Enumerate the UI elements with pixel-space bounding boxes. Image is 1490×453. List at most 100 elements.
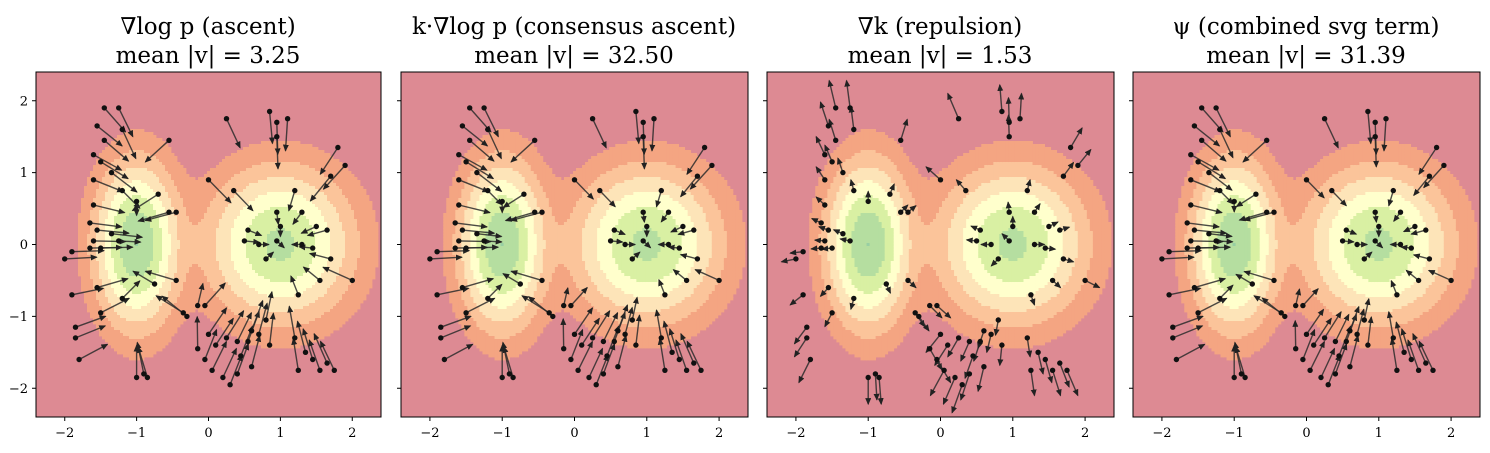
contour-cell [252, 273, 256, 277]
contour-cell [168, 333, 172, 337]
contour-cell [162, 333, 166, 337]
contour-cell [162, 261, 166, 265]
contour-cell [246, 288, 250, 292]
contour-cell [252, 342, 256, 346]
contour-cell [312, 339, 316, 343]
contour-cell [306, 174, 310, 178]
contour-cell [198, 273, 202, 277]
contour-cell [171, 183, 175, 187]
contour-cell [285, 183, 289, 187]
contour-cell [306, 150, 310, 154]
contour-cell [108, 210, 112, 214]
contour-cell [165, 330, 169, 334]
contour-cell [255, 201, 259, 205]
contour-cell [84, 216, 88, 220]
contour-cell [93, 270, 97, 274]
contour-cell [237, 243, 241, 247]
contour-cell [252, 312, 256, 316]
contour-cell [138, 141, 142, 145]
contour-cell [153, 267, 157, 271]
contour-cell [246, 327, 250, 331]
contour-cell [204, 225, 208, 229]
contour-cell [153, 204, 157, 208]
contour-cell [258, 252, 262, 256]
contour-cell [306, 222, 310, 226]
contour-cell [180, 186, 184, 190]
contour-cell [252, 180, 256, 184]
contour-cell [228, 261, 232, 265]
contour-cell [300, 228, 304, 232]
contour-cell [153, 180, 157, 184]
contour-cell [168, 228, 172, 232]
contour-cell [180, 270, 184, 274]
contour-cell [186, 300, 190, 304]
contour-cell [150, 327, 154, 331]
contour-cell [216, 225, 220, 229]
contour-cell [234, 186, 238, 190]
contour-cell [150, 192, 154, 196]
contour-cell [294, 252, 298, 256]
contour-cell [150, 207, 154, 211]
contour-cell [135, 249, 139, 253]
contour-cell [318, 165, 322, 169]
contour-cell [228, 207, 232, 211]
contour-cell [132, 165, 136, 169]
contour-cell [186, 255, 190, 259]
contour-cell [93, 171, 97, 175]
contour-cell [252, 270, 256, 274]
contour-cell [210, 216, 214, 220]
contour-cell [312, 312, 316, 316]
contour-cell [291, 234, 295, 238]
contour-cell [291, 225, 295, 229]
contour-cell [162, 342, 166, 346]
contour-cell [264, 261, 268, 265]
contour-cell [306, 225, 310, 229]
contour-cell [111, 141, 115, 145]
contour-cell [99, 189, 103, 193]
contour-cell [285, 228, 289, 232]
contour-cell [141, 351, 145, 355]
contour-cell [240, 333, 244, 337]
contour-cell [114, 210, 118, 214]
contour-cell [174, 201, 178, 205]
contour-cell [279, 219, 283, 223]
contour-cell [105, 309, 109, 313]
contour-cell [237, 303, 241, 307]
contour-cell [252, 321, 256, 325]
contour-cell [291, 294, 295, 298]
contour-cell [273, 195, 277, 199]
contour-cell [135, 225, 139, 229]
contour-cell [144, 294, 148, 298]
contour-cell [171, 219, 175, 223]
contour-cell [168, 216, 172, 220]
contour-cell [207, 189, 211, 193]
contour-cell [282, 282, 286, 286]
contour-cell [114, 348, 118, 352]
contour-cell [111, 339, 115, 343]
contour-cell [165, 219, 169, 223]
contour-cell [219, 237, 223, 241]
contour-cell [138, 258, 142, 262]
contour-cell [240, 156, 244, 160]
contour-cell [231, 225, 235, 229]
contour-cell [279, 294, 283, 298]
contour-cell [156, 174, 160, 178]
contour-cell [114, 204, 118, 208]
contour-cell [210, 261, 214, 265]
contour-cell [186, 213, 190, 217]
contour-cell [252, 162, 256, 166]
contour-cell [300, 153, 304, 157]
contour-cell [306, 279, 310, 283]
contour-cell [303, 180, 307, 184]
contour-cell [192, 219, 196, 223]
contour-cell [267, 300, 271, 304]
contour-cell [294, 186, 298, 190]
contour-cell [162, 330, 166, 334]
contour-cell [162, 279, 166, 283]
contour-cell [168, 282, 172, 286]
contour-cell [318, 174, 322, 178]
contour-cell [192, 198, 196, 202]
contour-cell [156, 339, 160, 343]
contour-cell [171, 321, 175, 325]
contour-cell [207, 315, 211, 319]
